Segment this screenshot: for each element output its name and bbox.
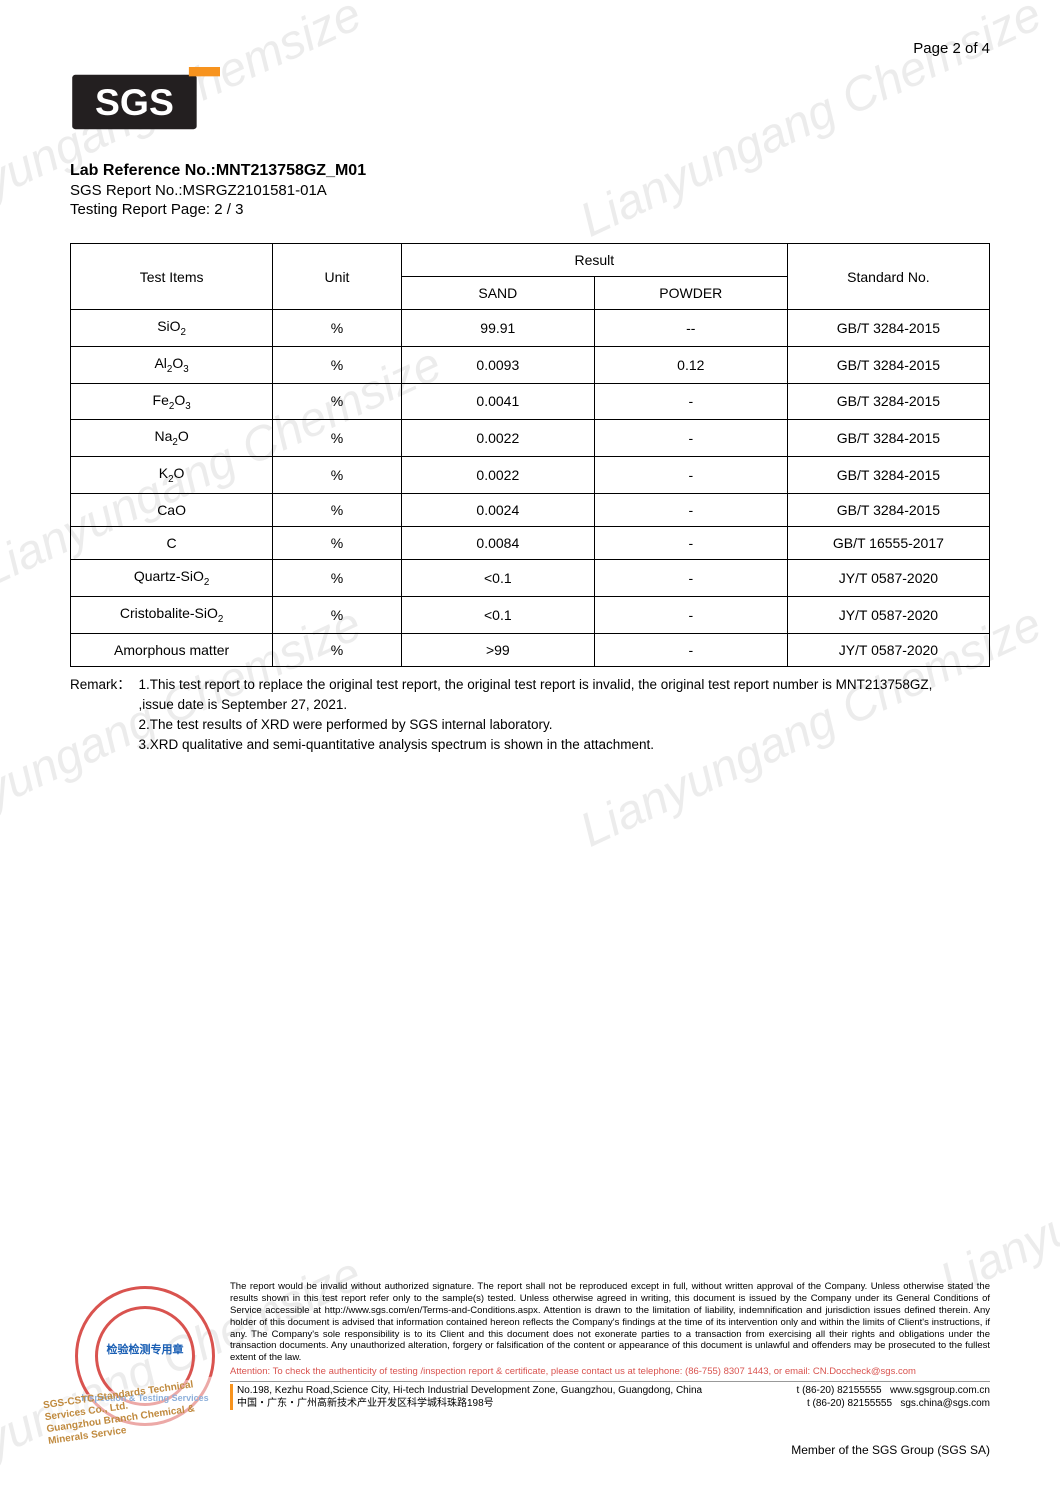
svg-text:SGS: SGS	[95, 81, 174, 123]
cell-sand: <0.1	[401, 596, 594, 633]
cell-sand: >99	[401, 633, 594, 666]
cell-unit: %	[273, 346, 402, 383]
th-result: Result	[401, 244, 787, 277]
cell-powder: --	[594, 310, 787, 347]
footer: 检验检测专用章 Inspection & Testing Services SG…	[70, 1281, 990, 1457]
disclaimer-text: The report would be invalid without auth…	[230, 1281, 990, 1364]
watermark-text: Lianyungang Chemsize	[932, 1047, 1060, 1309]
cell-std: GB/T 3284-2015	[787, 346, 989, 383]
cell-std: JY/T 0587-2020	[787, 559, 989, 596]
table-row: Cristobalite-SiO2%<0.1-JY/T 0587-2020	[71, 596, 990, 633]
cell-sand: 0.0041	[401, 383, 594, 420]
table-row: CaO%0.0024-GB/T 3284-2015	[71, 493, 990, 526]
lab-reference: Lab Reference No.:MNT213758GZ_M01	[70, 162, 990, 180]
attention-text: Attention: To check the authenticity of …	[230, 1366, 990, 1377]
cell-sand: 0.0024	[401, 493, 594, 526]
cell-powder: -	[594, 633, 787, 666]
address-row: No.198, Kezhu Road,Science City, Hi-tech…	[230, 1381, 990, 1410]
cell-std: GB/T 3284-2015	[787, 420, 989, 457]
cell-item: Fe2O3	[71, 383, 273, 420]
cell-item: K2O	[71, 457, 273, 494]
cell-unit: %	[273, 457, 402, 494]
reference-block: Lab Reference No.:MNT213758GZ_M01 SGS Re…	[70, 162, 990, 218]
table-row: Na2O%0.0022-GB/T 3284-2015	[71, 420, 990, 457]
cell-powder: -	[594, 559, 787, 596]
th-unit: Unit	[273, 244, 402, 310]
cell-item: Cristobalite-SiO2	[71, 596, 273, 633]
table-row: Fe2O3%0.0041-GB/T 3284-2015	[71, 383, 990, 420]
tel-2: t (86-20) 82155555	[807, 1398, 892, 1409]
cell-unit: %	[273, 526, 402, 559]
cell-unit: %	[273, 310, 402, 347]
table-row: SiO2%99.91--GB/T 3284-2015	[71, 310, 990, 347]
table-row: C%0.0084-GB/T 16555-2017	[71, 526, 990, 559]
cell-sand: <0.1	[401, 559, 594, 596]
cell-unit: %	[273, 493, 402, 526]
cell-powder: -	[594, 493, 787, 526]
stamp-cn-text: 检验检测专用章	[70, 1341, 220, 1357]
th-sand: SAND	[401, 277, 594, 310]
th-standard: Standard No.	[787, 244, 989, 310]
cell-std: GB/T 3284-2015	[787, 383, 989, 420]
table-row: Al2O3%0.00930.12GB/T 3284-2015	[71, 346, 990, 383]
sgs-report-no: SGS Report No.:MSRGZ2101581-01A	[70, 182, 990, 199]
cell-powder: -	[594, 420, 787, 457]
cell-powder: -	[594, 596, 787, 633]
cell-powder: -	[594, 457, 787, 494]
tel-1: t (86-20) 82155555	[797, 1385, 882, 1396]
page-number: Page 2 of 4	[70, 40, 990, 57]
cell-item: SiO2	[71, 310, 273, 347]
cell-std: JY/T 0587-2020	[787, 633, 989, 666]
address-en: No.198, Kezhu Road,Science City, Hi-tech…	[230, 1384, 702, 1397]
cell-std: JY/T 0587-2020	[787, 596, 989, 633]
cell-item: Al2O3	[71, 346, 273, 383]
cell-std: GB/T 16555-2017	[787, 526, 989, 559]
cell-item: Na2O	[71, 420, 273, 457]
cell-unit: %	[273, 596, 402, 633]
th-powder: POWDER	[594, 277, 787, 310]
sgs-logo: SGS	[70, 67, 990, 142]
cell-powder: -	[594, 526, 787, 559]
table-row: Amorphous matter%>99-JY/T 0587-2020	[71, 633, 990, 666]
cell-unit: %	[273, 559, 402, 596]
remark-line-3: 3.XRD qualitative and semi-quantitative …	[139, 737, 655, 752]
cell-sand: 0.0084	[401, 526, 594, 559]
contact-email: sgs.china@sgs.com	[900, 1398, 990, 1409]
cell-sand: 99.91	[401, 310, 594, 347]
member-line: Member of the SGS Group (SGS SA)	[70, 1443, 990, 1457]
table-row: K2O%0.0022-GB/T 3284-2015	[71, 457, 990, 494]
cell-powder: 0.12	[594, 346, 787, 383]
lab-ref-label: Lab Reference No.:	[70, 162, 216, 179]
cell-std: GB/T 3284-2015	[787, 310, 989, 347]
table-row: Quartz-SiO2%<0.1-JY/T 0587-2020	[71, 559, 990, 596]
cell-powder: -	[594, 383, 787, 420]
lab-ref-value: MNT213758GZ_M01	[216, 162, 366, 179]
cell-unit: %	[273, 383, 402, 420]
cell-item: Quartz-SiO2	[71, 559, 273, 596]
testing-page: Testing Report Page: 2 / 3	[70, 201, 990, 218]
cell-item: C	[71, 526, 273, 559]
inspection-stamp: 检验检测专用章 Inspection & Testing Services SG…	[70, 1281, 220, 1431]
website: www.sgsgroup.com.cn	[890, 1385, 990, 1396]
th-test-items: Test Items	[71, 244, 273, 310]
report-page: Page 2 of 4 SGS Lab Reference No.:MNT213…	[0, 0, 1060, 776]
cell-std: GB/T 3284-2015	[787, 457, 989, 494]
remark-block: Remark： 1.This test report to replace th…	[70, 675, 990, 756]
results-table: Test Items Unit Result Standard No. SAND…	[70, 243, 990, 667]
cell-unit: %	[273, 633, 402, 666]
cell-sand: 0.0093	[401, 346, 594, 383]
remark-line-2: 2.The test results of XRD were performed…	[139, 717, 553, 732]
cell-sand: 0.0022	[401, 457, 594, 494]
remark-line-1: 1.This test report to replace the origin…	[139, 677, 933, 712]
address-cn: 中国・广东・广州高新技术产业开发区科学城科珠路198号	[230, 1397, 702, 1410]
cell-std: GB/T 3284-2015	[787, 493, 989, 526]
remark-label: Remark：	[70, 675, 131, 695]
stamp-ribbon: SGS-CSTC Standards Technical Services Co…	[43, 1376, 223, 1448]
cell-item: CaO	[71, 493, 273, 526]
cell-sand: 0.0022	[401, 420, 594, 457]
cell-item: Amorphous matter	[71, 633, 273, 666]
cell-unit: %	[273, 420, 402, 457]
